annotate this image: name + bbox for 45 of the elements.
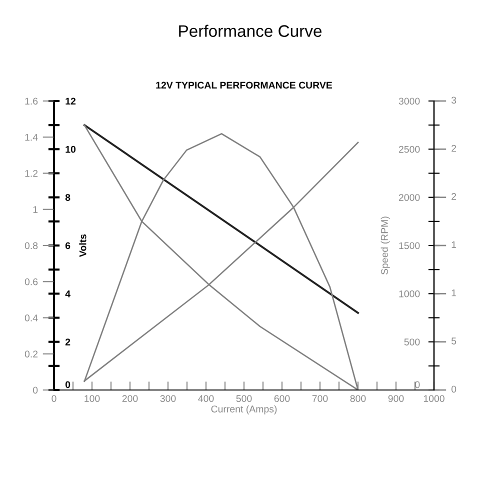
y-tick-label: 2 — [65, 338, 70, 346]
x-tick-label: 100 — [84, 395, 100, 402]
text: 2 — [452, 193, 456, 200]
x-tick-label: 600 — [274, 395, 290, 402]
text: 1 — [452, 289, 456, 296]
y3-tick-label: 0.4 — [24, 314, 38, 322]
chart-title: Performance Curve — [179, 24, 322, 37]
y-tick-label: 4 — [65, 290, 70, 298]
y3-tick-label: 1.2 — [25, 170, 38, 177]
y3-tick-label: 0.6 — [24, 278, 38, 286]
y3-tick-label: 1.6 — [25, 98, 38, 105]
y3-tick-label: 0.2 — [24, 350, 38, 358]
x-tick-label: 500 — [236, 395, 252, 402]
x-tick-label: 300 — [160, 395, 176, 402]
y2-tick-label: 1500 — [399, 242, 420, 250]
x-axis-title: Current (Amps) — [211, 405, 277, 414]
text: 3 — [451, 96, 456, 104]
text: 0 — [451, 386, 456, 393]
chart-subtitle: 12V TYPICAL PERFORMANCE CURVE — [156, 82, 332, 89]
y3-tick-label: 0.8 — [24, 242, 38, 250]
y2-tick-label: 2500 — [398, 146, 420, 153]
x-tick-label: 700 — [312, 395, 328, 402]
x-tick-label: 1000 — [424, 395, 444, 402]
y-axis-title: Volts — [79, 234, 86, 257]
y-tick-label: 12 — [66, 98, 76, 105]
y2-tick-label: 2000 — [398, 194, 420, 201]
y2-tick-label: 1000 — [399, 290, 420, 298]
x-tick-label: 0 — [52, 395, 56, 402]
y2-tick-label: 3000 — [398, 98, 420, 105]
x-tick-label: 800 — [350, 395, 366, 402]
y2-tick-label: 500 — [404, 338, 420, 346]
y3-tick-label: 0 — [33, 386, 38, 394]
y2-axis-title: Speed (RPM) — [380, 216, 390, 275]
y-tick-label: 0 — [65, 381, 70, 388]
x-tick-label: 900 — [388, 395, 404, 402]
y-tick-label: 8 — [65, 194, 70, 201]
text: 2 — [452, 144, 456, 152]
y-tick-label: 10 — [66, 146, 76, 153]
text: 1 — [452, 241, 456, 248]
y-tick-label: 6 — [65, 242, 70, 250]
y3-tick-label: 1.4 — [25, 134, 38, 141]
x-tick-label: 400 — [198, 395, 214, 402]
y3-tick-label: 1 — [33, 206, 38, 213]
text: 5 — [451, 338, 456, 344]
x-tick-label: 200 — [122, 395, 138, 402]
